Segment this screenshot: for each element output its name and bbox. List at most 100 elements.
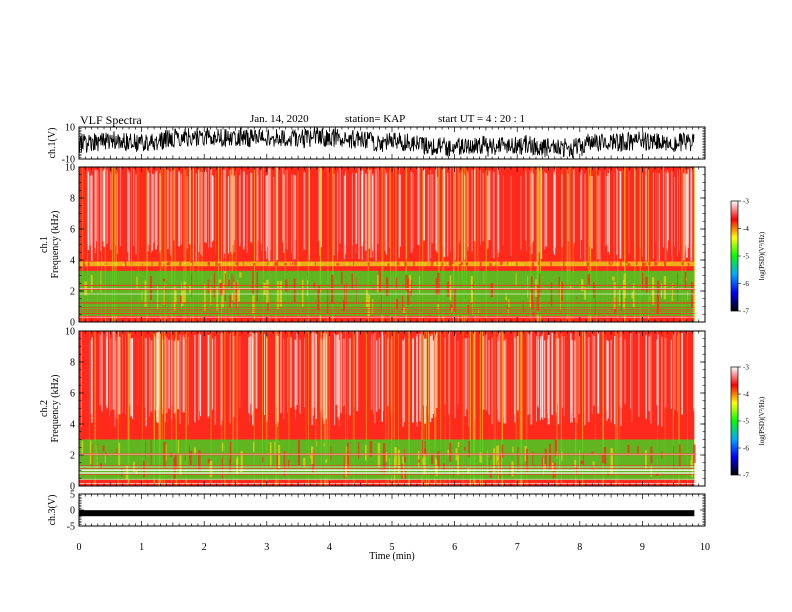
band-texture (616, 263, 619, 266)
noise-streak (537, 167, 539, 322)
noise-streak (605, 336, 607, 411)
band-texture (447, 261, 449, 265)
y-tick-label: 8 (70, 194, 75, 205)
noise-streak (197, 333, 200, 420)
band-texture (115, 261, 118, 267)
colorbar-tick-label: -5 (743, 418, 749, 426)
noise-streak (269, 167, 271, 261)
noise-streak (617, 167, 619, 322)
band-texture (173, 286, 176, 311)
noise-streak (395, 167, 397, 322)
band-texture (310, 261, 313, 266)
band-texture (236, 261, 239, 266)
noise-streak (377, 167, 379, 245)
band-texture (290, 263, 291, 266)
band-texture (236, 458, 239, 475)
noise-streak (672, 331, 674, 486)
noise-streak (496, 167, 498, 322)
noise-streak (268, 167, 270, 322)
band-texture (151, 262, 153, 266)
band-texture (369, 441, 373, 457)
band-texture (584, 287, 587, 300)
band-texture (562, 261, 565, 267)
noise-streak (220, 331, 223, 486)
band-texture (207, 458, 211, 464)
noise-streak (337, 334, 339, 417)
band-texture (424, 441, 426, 451)
x-tick-label: 0 (77, 542, 82, 553)
noise-streak (421, 331, 423, 486)
noise-streak (137, 338, 139, 406)
noise-streak (210, 331, 212, 486)
noise-streak (200, 171, 202, 255)
band-texture (590, 262, 592, 266)
y-tick-label: 6 (70, 389, 75, 400)
band-texture (179, 454, 182, 475)
band-texture (531, 302, 534, 310)
noise-streak (482, 336, 485, 410)
noise-streak (493, 331, 495, 486)
band-texture (612, 261, 614, 266)
noise-streak (144, 337, 146, 408)
band-texture (654, 261, 656, 266)
y-axis-label: ch.1 (39, 236, 50, 253)
noise-streak (604, 170, 606, 247)
band-texture (493, 262, 496, 265)
band-texture (667, 262, 669, 266)
band-texture (232, 293, 234, 300)
band-texture (274, 441, 276, 454)
noise-streak (277, 331, 279, 486)
noise-streak (156, 333, 158, 418)
band-texture (447, 449, 450, 456)
band-texture (608, 261, 611, 265)
noise-streak (338, 339, 340, 420)
noise-streak (624, 167, 626, 322)
noise-streak (175, 338, 177, 412)
noise-streak (102, 171, 105, 242)
band-texture (163, 284, 166, 305)
band-texture (242, 261, 244, 267)
noise-streak (538, 170, 541, 253)
noise-streak (208, 167, 209, 248)
noise-streak (242, 171, 245, 250)
band-texture (231, 273, 233, 288)
noise-streak (457, 167, 459, 322)
noise-streak (482, 331, 483, 486)
noise-streak (199, 332, 200, 412)
noise-streak (625, 167, 626, 322)
noise-streak (190, 167, 191, 322)
noise-streak (169, 171, 171, 256)
band-texture (655, 262, 658, 266)
noise-streak (112, 331, 115, 410)
band-texture (367, 262, 370, 267)
noise-streak (517, 332, 519, 412)
noise-streak (240, 168, 241, 243)
noise-streak (229, 332, 231, 424)
noise-streak (164, 167, 166, 322)
noise-streak (458, 172, 461, 243)
band-texture (181, 262, 183, 266)
band-texture (143, 460, 145, 478)
noise-streak (307, 167, 310, 322)
band-texture (183, 261, 186, 265)
band-texture (292, 262, 294, 266)
ch3-waveform-line (79, 510, 695, 517)
band-texture (158, 261, 161, 267)
x-tick-label: 6 (452, 542, 457, 553)
noise-streak (678, 331, 680, 486)
y-tick-label: 10 (65, 163, 75, 174)
noise-streak (510, 175, 512, 256)
noise-streak (454, 334, 456, 419)
noise-streak (474, 167, 476, 322)
band-texture (613, 281, 616, 309)
noise-streak (398, 331, 399, 486)
band-texture (560, 282, 561, 311)
band-texture (586, 262, 590, 267)
x-tick-label: 7 (515, 542, 520, 553)
noise-streak (315, 333, 317, 419)
noise-streak (431, 334, 433, 419)
noise-streak (504, 338, 507, 424)
noise-streak (661, 336, 663, 427)
noise-streak (313, 332, 316, 408)
noise-streak (155, 171, 157, 250)
